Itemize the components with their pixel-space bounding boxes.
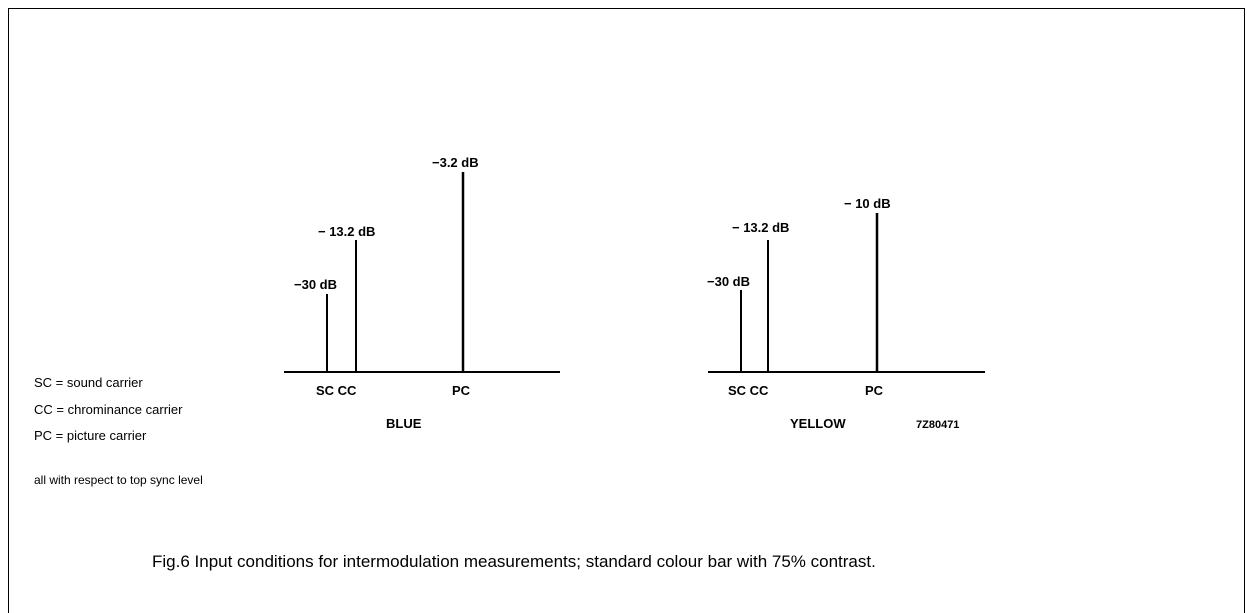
- blue-cc-level-label: − 13.2 dB: [318, 224, 375, 239]
- legend-sc: SC = sound carrier: [34, 375, 143, 390]
- blue-pc-level-label: −3.2 dB: [432, 155, 479, 170]
- yellow-sc-cc-axis-label: SC CC: [728, 383, 769, 398]
- blue-diagram-title: BLUE: [386, 416, 422, 431]
- blue-sc-level-label: −30 dB: [294, 277, 337, 292]
- yellow-cc-level-label: − 13.2 dB: [732, 220, 789, 235]
- yellow-diagram-title: YELLOW: [790, 416, 846, 431]
- figure-code: 7Z80471: [916, 419, 959, 431]
- blue-sc-cc-axis-label: SC CC: [316, 383, 357, 398]
- blue-diagram: −30 dB − 13.2 dB −3.2 dB SC CC PC BLUE: [284, 155, 560, 431]
- yellow-diagram: −30 dB − 13.2 dB − 10 dB SC CC PC YELLOW…: [707, 196, 985, 431]
- figure-caption: Fig.6 Input conditions for intermodulati…: [152, 552, 876, 571]
- legend-cc: CC = chrominance carrier: [34, 402, 183, 417]
- yellow-pc-axis-label: PC: [865, 383, 884, 398]
- blue-pc-axis-label: PC: [452, 383, 471, 398]
- legend-pc: PC = picture carrier: [34, 428, 147, 443]
- yellow-sc-level-label: −30 dB: [707, 274, 750, 289]
- figure-frame: [8, 8, 1245, 613]
- yellow-pc-level-label: − 10 dB: [844, 196, 891, 211]
- reference-note: all with respect to top sync level: [34, 473, 203, 487]
